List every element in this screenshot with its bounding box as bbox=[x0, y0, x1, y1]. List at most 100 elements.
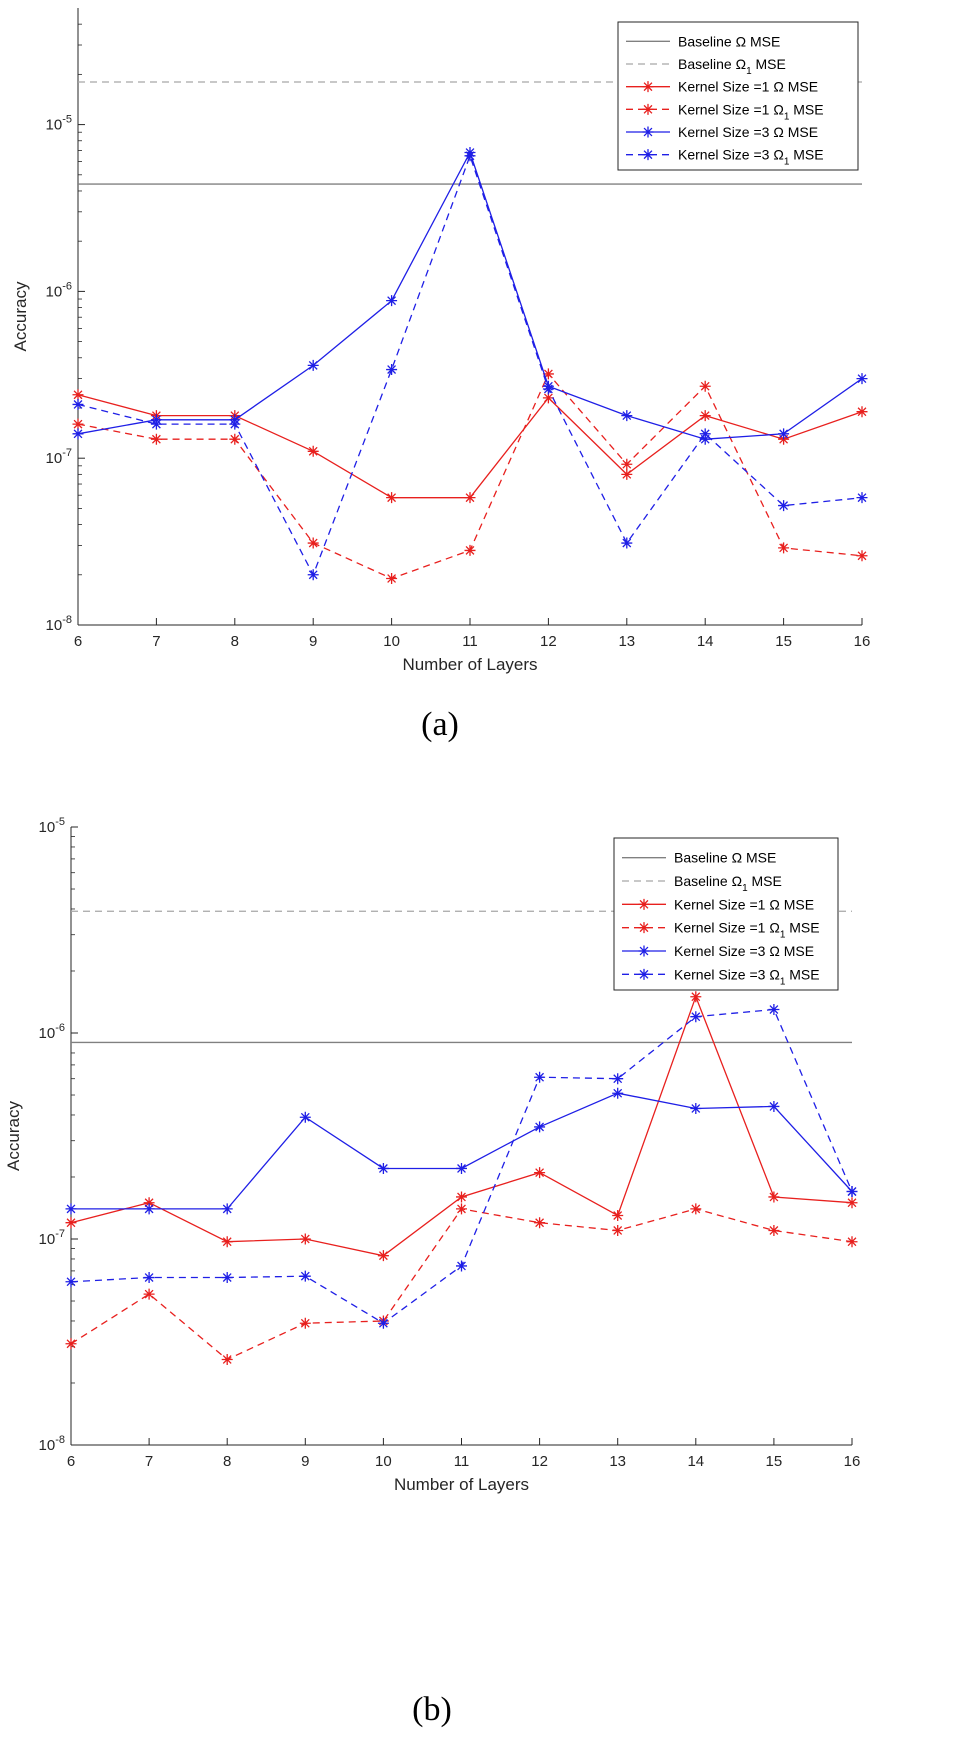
data-point-marker bbox=[768, 1191, 780, 1203]
series-line bbox=[70, 1208, 853, 1361]
x-tick-label: 11 bbox=[462, 633, 478, 650]
x-tick-label: 8 bbox=[223, 1453, 231, 1470]
legend-label: Baseline Ω MSE bbox=[678, 33, 780, 49]
legend-label-subscript: 1 bbox=[742, 883, 748, 894]
figure-caption: (b) bbox=[412, 1691, 452, 1728]
legend-box bbox=[613, 837, 839, 991]
series-2 bbox=[65, 1203, 858, 1366]
x-axis-label: Number of Layers bbox=[402, 655, 537, 674]
y-tick-label: 10-8 bbox=[46, 614, 72, 634]
data-point-marker bbox=[221, 1354, 233, 1366]
data-point-marker bbox=[778, 500, 790, 512]
legend-label: Kernel Size =3 Ω1 MSE bbox=[674, 966, 820, 987]
legend-label-main: Baseline Ω MSE bbox=[674, 850, 776, 866]
legend-label-main: Kernel Size =3 Ω MSE bbox=[674, 943, 814, 959]
data-point-marker bbox=[377, 1162, 389, 1174]
legend-label-main: Kernel Size =1 Ω MSE bbox=[678, 79, 818, 95]
data-point-marker bbox=[846, 1186, 858, 1198]
legend-label-subscript: 1 bbox=[780, 930, 786, 941]
legend-marker bbox=[638, 945, 650, 957]
legend-label: Kernel Size =3 Ω1 MSE bbox=[678, 147, 824, 168]
legend-label-tail: MSE bbox=[785, 966, 819, 982]
data-point-marker bbox=[299, 1270, 311, 1282]
legend-marker bbox=[638, 898, 650, 910]
y-axis-label: Accuracy bbox=[4, 1101, 23, 1171]
x-tick-label: 16 bbox=[854, 633, 871, 650]
y-tick-label: 10-8 bbox=[39, 1434, 65, 1454]
data-point-marker bbox=[456, 1162, 467, 1174]
x-tick-label: 10 bbox=[375, 1453, 392, 1470]
figure-caption: (a) bbox=[421, 706, 459, 743]
data-point-marker bbox=[778, 428, 790, 440]
y-tick-base: 10 bbox=[46, 450, 63, 467]
legend-marker bbox=[642, 149, 654, 161]
data-point-marker bbox=[768, 1224, 780, 1236]
series-2 bbox=[72, 368, 868, 585]
legend-label-tail: MSE bbox=[789, 147, 823, 163]
y-tick-base: 10 bbox=[46, 617, 63, 634]
data-point-marker bbox=[534, 1167, 546, 1179]
y-tick-base: 10 bbox=[46, 283, 63, 300]
data-point-marker bbox=[307, 569, 319, 581]
y-tick-exponent: -8 bbox=[55, 1434, 65, 1446]
data-point-marker bbox=[386, 364, 398, 376]
y-tick-exponent: -5 bbox=[55, 816, 65, 828]
legend-label: Kernel Size =1 Ω1 MSE bbox=[678, 101, 824, 122]
data-point-marker bbox=[621, 410, 633, 422]
y-tick-label: 10-5 bbox=[39, 816, 65, 836]
data-point-marker bbox=[72, 428, 84, 440]
legend-label-tail: MSE bbox=[785, 920, 819, 936]
legend-label-subscript: 1 bbox=[746, 66, 752, 77]
data-point-marker bbox=[221, 1272, 233, 1284]
series-line bbox=[77, 150, 863, 440]
data-point-marker bbox=[72, 389, 84, 401]
data-point-marker bbox=[612, 1210, 624, 1222]
x-tick-label: 13 bbox=[618, 633, 635, 650]
legend-label: Baseline Ω1 MSE bbox=[674, 873, 782, 894]
legend: Baseline Ω MSE Baseline Ω1 MSE Kernel Size… bbox=[613, 837, 839, 991]
data-point-marker bbox=[386, 492, 398, 504]
x-tick-label: 10 bbox=[383, 633, 400, 650]
data-point-marker bbox=[856, 406, 868, 418]
data-point-marker bbox=[307, 537, 319, 549]
legend-label-tail: MSE bbox=[748, 873, 782, 889]
data-point-marker bbox=[72, 418, 84, 430]
data-point-marker bbox=[456, 1203, 467, 1215]
legend-label: Kernel Size =3 Ω MSE bbox=[678, 124, 818, 140]
data-point-marker bbox=[690, 991, 702, 1003]
series-1 bbox=[72, 389, 868, 504]
legend-label-subscript: 1 bbox=[784, 111, 790, 122]
legend-label-main: Kernel Size =3 Ω MSE bbox=[678, 124, 818, 140]
legend-label-main: Kernel Size =1 Ω bbox=[674, 920, 780, 936]
legend-marker bbox=[642, 126, 654, 138]
data-point-marker bbox=[307, 445, 319, 457]
data-point-marker bbox=[768, 1100, 780, 1112]
data-point-marker bbox=[143, 1288, 155, 1300]
legend-marker bbox=[638, 922, 650, 934]
series-4 bbox=[72, 150, 868, 581]
legend-label-main: Kernel Size =3 Ω bbox=[678, 147, 784, 163]
series-line bbox=[77, 153, 863, 577]
y-tick-label: 10-7 bbox=[39, 1228, 65, 1248]
x-axis-label: Number of Layers bbox=[394, 1475, 529, 1494]
x-tick-label: 7 bbox=[152, 633, 160, 650]
data-point-marker bbox=[221, 1236, 233, 1248]
series-4 bbox=[65, 1004, 858, 1329]
legend-label-main: Kernel Size =3 Ω bbox=[674, 966, 780, 982]
legend-marker bbox=[642, 103, 654, 115]
data-point-marker bbox=[299, 1111, 311, 1123]
y-tick-exponent: -8 bbox=[62, 614, 72, 626]
data-point-marker bbox=[229, 418, 241, 430]
y-tick-exponent: -6 bbox=[62, 280, 72, 292]
x-tick-label: 14 bbox=[687, 1453, 704, 1470]
data-point-marker bbox=[386, 295, 398, 307]
y-tick-exponent: -7 bbox=[55, 1228, 65, 1240]
data-point-marker bbox=[542, 392, 554, 404]
data-point-marker bbox=[299, 1233, 311, 1245]
data-point-marker bbox=[690, 1203, 702, 1215]
data-point-marker bbox=[65, 1276, 77, 1288]
data-point-marker bbox=[456, 1260, 467, 1272]
x-tick-label: 16 bbox=[844, 1453, 861, 1470]
y-tick-label: 10-7 bbox=[46, 447, 72, 467]
legend-label: Baseline Ω1 MSE bbox=[678, 56, 786, 77]
